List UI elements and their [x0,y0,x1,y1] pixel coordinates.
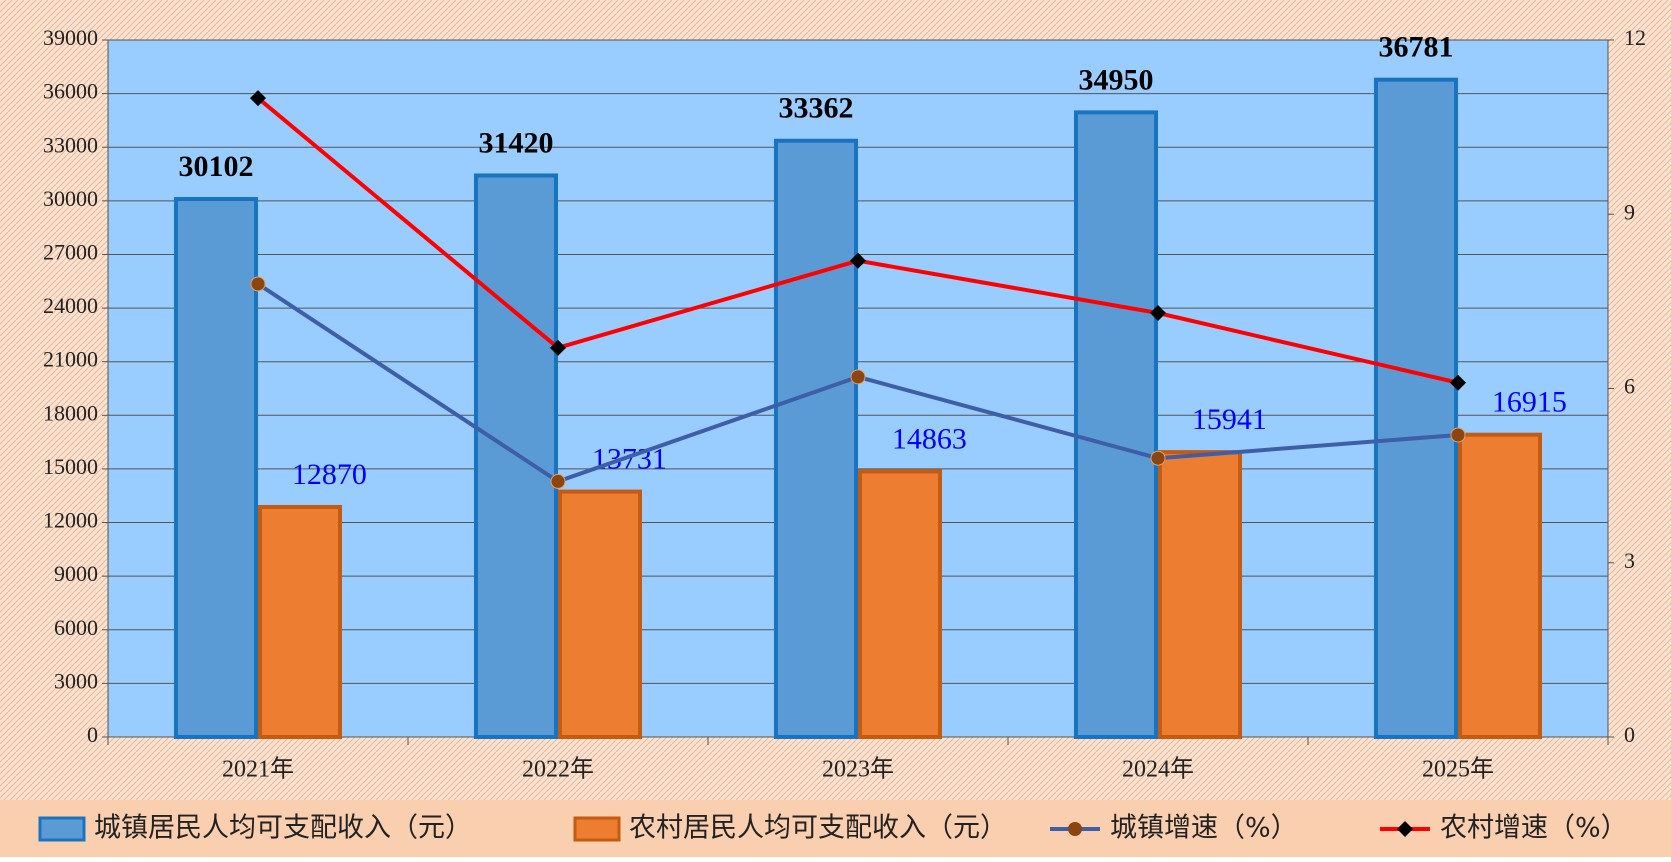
y-tick-label: 33000 [43,132,98,157]
legend-label: 城镇居民人均可支配收入（元） [94,813,472,844]
bar [558,489,642,739]
value-label: 34950 [1079,63,1154,96]
y-tick-label: 36000 [43,79,98,104]
marker [1450,427,1466,443]
legend-swatch [38,816,86,842]
value-label: 30102 [179,150,254,183]
y-tick-label: 15000 [43,454,98,479]
y-tick-label: 30000 [43,186,98,211]
bar [174,197,258,739]
legend-marker [1397,821,1413,837]
y-tick-label: 3000 [54,668,98,693]
x-tick-label: 2024年 [1122,756,1194,783]
x-tick-label: 2021年 [222,756,294,783]
value-label: 16915 [1492,386,1567,419]
y-tick-label: 18000 [43,400,98,425]
y2-tick-label: 0 [1624,722,1635,747]
bar [1374,77,1458,739]
y-tick-label: 24000 [43,293,98,318]
y2-tick-label: 3 [1624,548,1635,573]
y2-tick-label: 12 [1624,25,1646,50]
y-tick-label: 6000 [54,615,98,640]
y-tick-label: 12000 [43,508,98,533]
bar [1458,432,1542,739]
value-label: 15941 [1192,403,1267,436]
value-label: 31420 [479,126,554,159]
legend-swatch [573,816,621,842]
marker [850,369,866,385]
x-tick-label: 2023年 [822,756,894,783]
marker [1150,450,1166,466]
value-label: 36781 [1379,31,1454,64]
value-label: 14863 [892,422,967,455]
marker [550,473,566,489]
y2-tick-label: 6 [1624,374,1635,399]
x-tick-label: 2022年 [522,756,594,783]
bar [258,504,342,739]
bar [1158,450,1242,739]
y-tick-label: 27000 [43,240,98,265]
bar [1074,110,1158,739]
y-tick-label: 39000 [43,25,98,50]
x-tick-label: 2025年 [1422,756,1494,783]
y-tick-label: 21000 [43,347,98,372]
legend-label: 城镇增速（%） [1110,813,1298,844]
legend-label: 农村居民人均可支配收入（元） [629,813,1007,844]
legend-marker [1068,822,1082,836]
bar [474,173,558,739]
bar [774,138,858,740]
y-tick-label: 9000 [54,561,98,586]
y2-tick-label: 9 [1624,199,1635,224]
bar [858,469,942,739]
legend-label: 农村增速（%） [1440,813,1628,844]
value-label: 33362 [779,92,854,125]
marker [550,339,566,356]
marker [250,276,266,292]
value-label: 12870 [292,458,367,491]
marker [850,252,866,269]
marker [1450,374,1466,391]
marker [250,90,266,107]
marker [1150,304,1166,321]
y-tick-label: 0 [87,722,98,747]
